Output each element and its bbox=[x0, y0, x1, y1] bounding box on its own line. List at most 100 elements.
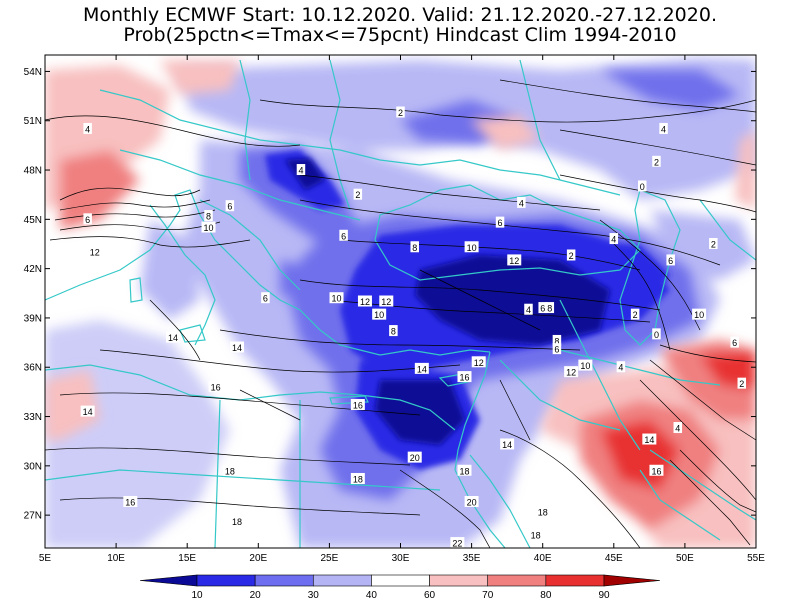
contour-label: 8 bbox=[547, 304, 552, 314]
dark-blue-shading bbox=[285, 158, 610, 445]
contour-label: 6 bbox=[263, 294, 268, 304]
contour-label-bg bbox=[410, 241, 419, 253]
contour-label: 0 bbox=[654, 330, 659, 340]
legend-arrow-left bbox=[139, 574, 198, 587]
contour-label: 8 bbox=[412, 243, 417, 253]
contour-label-bg bbox=[730, 336, 739, 348]
contour-label: 20 bbox=[467, 497, 477, 507]
contour-label: 18 bbox=[353, 474, 363, 484]
contour-label: 18 bbox=[531, 530, 541, 540]
contour-label-bg bbox=[652, 328, 661, 340]
contour-label-bg bbox=[379, 295, 394, 307]
contour-label-bg bbox=[407, 451, 422, 463]
lon-tick-label: 55E bbox=[747, 553, 765, 564]
contour-label: 12 bbox=[474, 358, 484, 368]
contour-label: 14 bbox=[168, 333, 178, 343]
contour-label: 12 bbox=[90, 248, 100, 258]
contour-label-bg bbox=[372, 308, 387, 320]
contour-label: 6 bbox=[498, 218, 503, 228]
lon-tick-label: 25E bbox=[321, 553, 339, 564]
contour-label: 18 bbox=[232, 517, 242, 527]
contour-label-bg bbox=[225, 200, 235, 212]
contour-label: 2 bbox=[739, 379, 744, 389]
contour-label: 14 bbox=[502, 440, 512, 450]
contour-label-bg bbox=[457, 371, 472, 383]
contour-label: 14 bbox=[83, 407, 93, 417]
contour-label-bg bbox=[296, 164, 306, 176]
contour-label: 18 bbox=[459, 466, 469, 476]
contour-label-bg bbox=[229, 515, 244, 527]
lon-tick-label: 5E bbox=[39, 553, 52, 564]
legend-swatch bbox=[254, 574, 314, 587]
lon-tick-label: 35E bbox=[463, 553, 481, 564]
contour-label-bg bbox=[457, 464, 472, 476]
title-line2: Prob(25pctn<=Tmax<=75pcnt) Hindcast Clim… bbox=[123, 24, 677, 46]
contour-label-bg bbox=[123, 495, 138, 507]
legend-label: 40 bbox=[366, 590, 378, 600]
contour-label-bg bbox=[538, 302, 547, 314]
contour-label: 2 bbox=[355, 190, 360, 200]
contour-label-bg bbox=[261, 292, 270, 304]
contour-label-bg bbox=[329, 292, 344, 304]
contour-label-bg bbox=[389, 325, 398, 337]
lat-tick-label: 45N bbox=[24, 215, 42, 226]
contour-label-bg bbox=[545, 302, 555, 314]
contour-label: 14 bbox=[232, 343, 242, 353]
contour-label-bg bbox=[165, 331, 180, 343]
contour-label: 6 bbox=[668, 256, 673, 266]
contour-label: 6 bbox=[85, 215, 90, 225]
contour-label-bg bbox=[464, 495, 479, 507]
contour-label: 0 bbox=[640, 182, 645, 192]
legend-label: 90 bbox=[598, 590, 610, 600]
contour-label-bg bbox=[229, 341, 244, 353]
contour-label-bg bbox=[87, 246, 102, 258]
contour-label-bg bbox=[208, 380, 223, 392]
legend-label: 70 bbox=[482, 590, 494, 600]
contour-label-bg bbox=[637, 180, 647, 192]
contour-label: 10 bbox=[467, 243, 477, 253]
contour-label: 6 bbox=[227, 202, 232, 212]
contour-label: 6 bbox=[732, 338, 737, 348]
title-line1: Monthly ECMWF Start: 10.12.2020. Valid: … bbox=[83, 4, 717, 26]
contour-label-bg bbox=[204, 210, 213, 222]
legend-label: 10 bbox=[191, 590, 203, 600]
contour-label: 10 bbox=[374, 310, 384, 320]
contour-label-bg bbox=[649, 464, 664, 476]
lon-tick-label: 10E bbox=[107, 553, 125, 564]
legend-label: 80 bbox=[540, 590, 552, 600]
contour-label-bg bbox=[692, 308, 707, 320]
contour-label: 10 bbox=[332, 294, 342, 304]
contour-label-bg bbox=[396, 106, 405, 118]
contour-label: 6 bbox=[540, 304, 545, 314]
contour-label: 18 bbox=[538, 507, 548, 517]
contour-lines bbox=[45, 79, 756, 548]
contour-label: 22 bbox=[452, 539, 462, 549]
contour-label-bg bbox=[552, 343, 562, 355]
contour-label-bg bbox=[564, 366, 579, 378]
contour-label-bg bbox=[80, 405, 95, 417]
contour-label-bg bbox=[524, 303, 533, 315]
contour-label-bg bbox=[517, 196, 526, 208]
legend-label: 30 bbox=[308, 590, 320, 600]
contour-label: 4 bbox=[85, 124, 90, 134]
contour-label-bg bbox=[464, 241, 479, 253]
contour-label-bg bbox=[450, 537, 465, 548]
color-legend: 10 20 30 40 60 70 80 90 bbox=[139, 574, 661, 600]
contour-label-bg bbox=[737, 377, 747, 389]
contour-label: 16 bbox=[211, 382, 221, 392]
contour-label-bg bbox=[652, 155, 661, 167]
contour-label-bg bbox=[414, 362, 429, 374]
contour-label: 2 bbox=[711, 239, 716, 249]
contour-label-bg bbox=[642, 433, 657, 445]
lat-tick-label: 30N bbox=[24, 461, 42, 472]
lon-tick-label: 45E bbox=[605, 553, 623, 564]
contour-label-bg bbox=[630, 308, 640, 320]
contour-label-bg bbox=[566, 249, 576, 261]
contour-label-bg bbox=[609, 233, 619, 245]
contour-label: 6 bbox=[341, 231, 346, 241]
contour-label-bg bbox=[709, 237, 718, 249]
legend-swatch bbox=[429, 574, 489, 587]
